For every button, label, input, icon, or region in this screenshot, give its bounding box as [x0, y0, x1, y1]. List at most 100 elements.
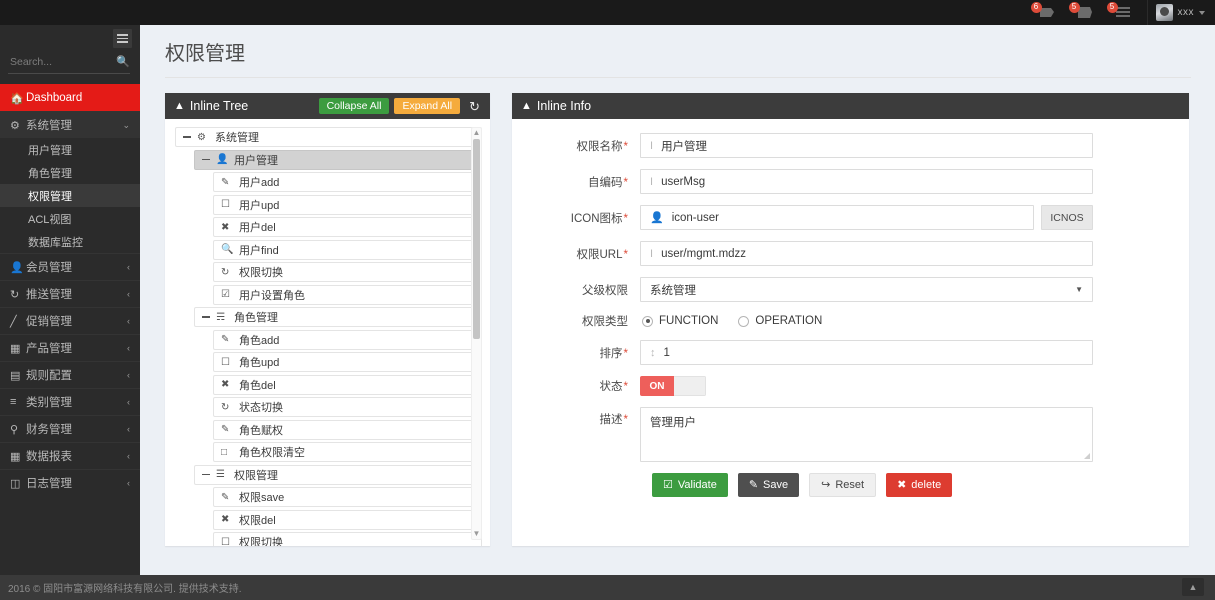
sidebar-search[interactable]: 🔍	[8, 52, 130, 74]
radio-operation[interactable]: OPERATION	[738, 315, 822, 327]
desc-textarea[interactable]: 管理用户	[640, 407, 1093, 462]
field-row-type: 权限类型 FUNCTION OPERATION	[512, 313, 1189, 329]
sidebar-item-finance-mgmt[interactable]: ⚲ 财务管理 ‹	[0, 415, 140, 442]
tree-node[interactable]: ⚙ 系统管理	[175, 127, 482, 147]
icon-value: icon-user	[671, 211, 720, 224]
reset-button[interactable]: ↪ Reset	[809, 473, 877, 497]
sidebar-item-member-mgmt[interactable]: 👤 会员管理 ‹	[0, 253, 140, 280]
alerts-icon[interactable]: 5	[1068, 1, 1095, 21]
pencil-icon: ✎	[221, 334, 230, 345]
sidebar-item-product-mgmt[interactable]: ▦ 产品管理 ‹	[0, 334, 140, 361]
tasks-icon[interactable]: 5	[1106, 1, 1133, 21]
hamburger-icon[interactable]	[113, 29, 132, 48]
radio-dot-icon	[738, 315, 750, 327]
collapse-toggle-icon[interactable]	[183, 136, 191, 138]
page-title: 权限管理	[165, 37, 1191, 78]
save-button[interactable]: ✎ Save	[737, 473, 800, 497]
sidebar-item-dashboard[interactable]: 🏠 Dashboard	[0, 84, 147, 111]
control-code: I userMsg	[640, 169, 1189, 194]
tree-node[interactable]: ☐ 用户upd	[213, 194, 482, 215]
caret-down-icon[interactable]: ▼	[472, 529, 481, 538]
collapse-toggle-icon[interactable]	[202, 316, 210, 318]
tree-node[interactable]: ↻ 权限切换	[213, 262, 482, 282]
icon-input[interactable]: 👤 icon-user	[640, 205, 1034, 230]
code-value: userMsg	[661, 175, 706, 188]
tree-node[interactable]: ✖ 角色del	[213, 374, 482, 395]
messages-icon[interactable]: 6	[1030, 1, 1057, 21]
sidebar-item-log-mgmt[interactable]: ◫ 日志管理 ‹	[0, 469, 140, 496]
tree-node[interactable]: ☐ 角色upd	[213, 352, 482, 372]
chevron-left-icon: ‹	[127, 316, 130, 326]
label-order: 排序*	[599, 347, 628, 360]
tree-scrollbar[interactable]: ▲ ▼	[471, 127, 482, 540]
sidebar-item-data-report[interactable]: ▦ 数据报表 ‹	[0, 442, 140, 469]
tree-node[interactable]: 🔍 用户find	[213, 239, 482, 260]
reset-label: Reset	[835, 478, 865, 491]
delete-button[interactable]: ✖ delete	[886, 473, 953, 497]
inline-tree-panel: ▲ Inline Tree Collapse All Expand All ↻ …	[165, 93, 490, 546]
refresh-icon[interactable]: ↻	[469, 98, 480, 114]
label-type: 权限类型	[582, 316, 628, 328]
status-toggle-knob	[674, 376, 706, 396]
tree-node-list: ⚙ 系统管理 👤 用户管理 ✎ 用户add ☐ 用户upd ✖ 用户del 🔍 用户find ↻ 权限切换…	[175, 127, 482, 546]
sidebar-subitem-acl-view[interactable]: ACL视图	[0, 207, 140, 230]
sidebar-subitem-role-mgmt[interactable]: 角色管理	[0, 161, 140, 184]
tree-node[interactable]: ✎ 角色add	[213, 329, 482, 350]
tree-node[interactable]: ✖ 权限del	[213, 509, 482, 530]
expand-all-button[interactable]: Expand All	[394, 97, 461, 115]
tree-node[interactable]: ☰ 权限管理	[194, 464, 482, 485]
sidebar-item-push-mgmt[interactable]: ↻ 推送管理 ‹	[0, 280, 140, 307]
sidebar-item-category-mgmt[interactable]: ≡ 类别管理 ‹	[0, 388, 140, 415]
tag-icon: ╱	[10, 315, 17, 328]
check-square-icon: ☑	[663, 478, 673, 491]
search-icon[interactable]: 🔍	[116, 55, 130, 68]
sidebar-subitem-permission-mgmt[interactable]: 权限管理	[0, 184, 140, 207]
code-input[interactable]: I userMsg	[640, 169, 1093, 194]
url-input[interactable]: I user/mgmt.mdzz	[640, 241, 1093, 266]
sidebar-subitem-user-mgmt[interactable]: 用户管理	[0, 138, 140, 161]
tree-node[interactable]: ☑ 用户设置角色	[213, 284, 482, 305]
sidebar-item-rule-config[interactable]: ▤ 规则配置 ‹	[0, 361, 140, 388]
sidebar-subitem-db-monitor[interactable]: 数据库监控	[0, 230, 140, 253]
validate-button[interactable]: ☑ Validate	[652, 473, 728, 497]
tree-node[interactable]: ↻ 状态切换	[213, 397, 482, 417]
caret-up-icon[interactable]: ▲	[472, 128, 481, 137]
sidebar-item-label: 促销管理	[26, 316, 72, 328]
sidebar-item-promotion-mgmt[interactable]: ╱ 促销管理 ‹	[0, 307, 140, 334]
radio-function[interactable]: FUNCTION	[642, 315, 718, 327]
user-menu[interactable]: xxx	[1146, 0, 1215, 25]
tree-node-label: 角色add	[239, 334, 280, 347]
tree-node[interactable]: ✎ 权限save	[213, 487, 482, 507]
sidebar-item-system-mgmt[interactable]: ⚙ 系统管理 ⌄	[0, 111, 140, 138]
inline-info-body: 权限名称* I 用户管理 自编码* I	[512, 119, 1189, 546]
tree-node[interactable]: 👤 用户管理	[194, 149, 482, 170]
edit-icon: ☐	[221, 536, 230, 547]
search-input[interactable]	[8, 55, 108, 69]
tree-node-label: 用户设置角色	[239, 289, 305, 302]
spinner-icon[interactable]: ↕	[650, 346, 656, 359]
control-status: ON	[640, 376, 1189, 396]
sidebar-subitem-label: ACL视图	[28, 213, 72, 226]
tree-node[interactable]: ✎ 角色赋权	[213, 419, 482, 440]
url-value: user/mgmt.mdzz	[661, 247, 747, 260]
collapse-all-button[interactable]: Collapse All	[318, 97, 390, 115]
pencil-icon: ✎	[221, 176, 230, 188]
order-input[interactable]: ↕ 1	[640, 340, 1093, 365]
collapse-toggle-icon[interactable]	[202, 473, 210, 476]
scrollbar-thumb[interactable]	[473, 139, 480, 339]
status-toggle[interactable]: ON	[640, 376, 706, 396]
scroll-to-top-button[interactable]: ▲	[1182, 578, 1204, 596]
collapse-toggle-icon[interactable]	[202, 158, 210, 161]
tree-node[interactable]: ☴ 角色管理	[194, 307, 482, 327]
tree-node[interactable]: □ 角色权限清空	[213, 442, 482, 462]
tree-node[interactable]: ✖ 用户del	[213, 217, 482, 237]
chevron-left-icon: ‹	[127, 370, 130, 380]
pencil-icon: ✎	[221, 424, 230, 435]
tree-node[interactable]: ☐ 权限切换	[213, 532, 482, 546]
icnos-button[interactable]: ICNOS	[1041, 205, 1093, 230]
field-row-name: 权限名称* I 用户管理	[512, 133, 1189, 158]
tree-node[interactable]: ✎ 用户add	[213, 172, 482, 192]
tree-node-label: 权限管理	[234, 469, 278, 482]
parent-select[interactable]: 系统管理 ▼	[640, 277, 1093, 302]
name-input[interactable]: I 用户管理	[640, 133, 1093, 158]
